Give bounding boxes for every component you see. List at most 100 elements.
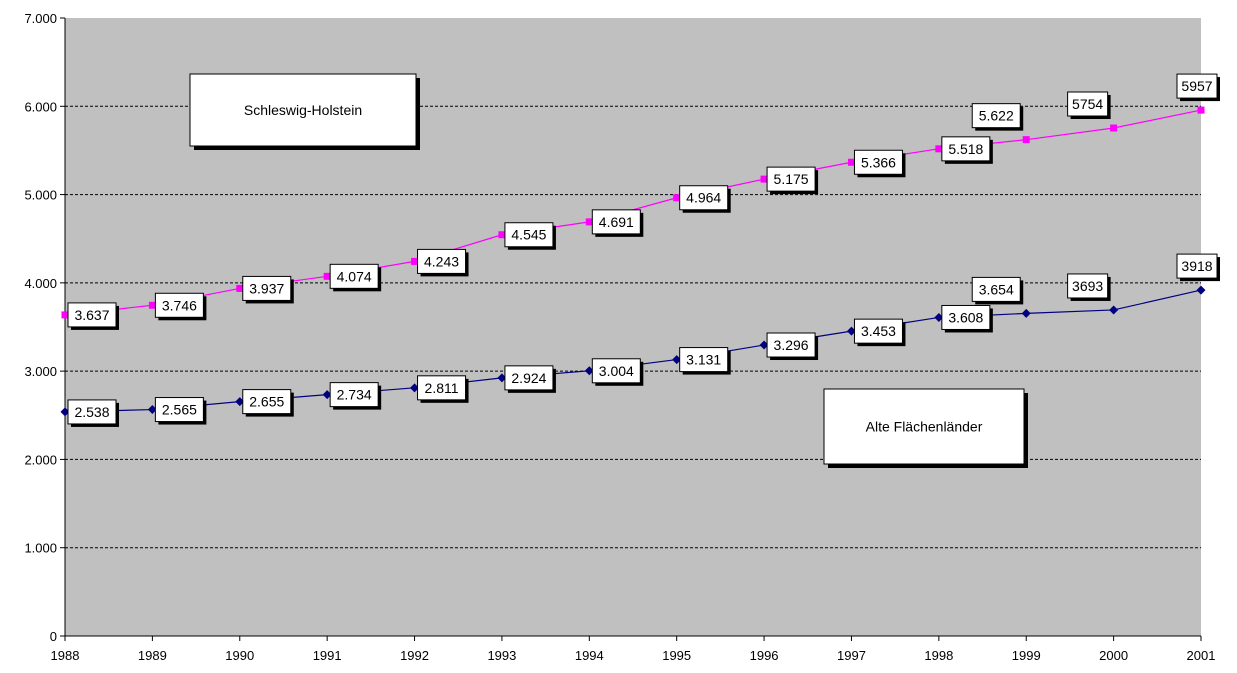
- data-label-series-1: 5957: [1176, 73, 1220, 102]
- series-1-point: [236, 284, 244, 292]
- series-1-point: [498, 231, 506, 239]
- data-label-series-2: 2.565: [154, 397, 207, 425]
- series-2-point: [322, 390, 332, 400]
- y-tick-label: 6.000: [24, 99, 57, 114]
- data-label-series-2: 2.538: [67, 399, 119, 427]
- data-label: 3918: [1181, 258, 1212, 274]
- data-label: 3.637: [74, 307, 109, 323]
- data-label-series-1: 5.518: [941, 136, 993, 164]
- series-2-point: [584, 366, 594, 376]
- data-label-box: [154, 292, 204, 318]
- series-name-label: Alte Flächenländer: [866, 419, 983, 435]
- data-label: 3.004: [599, 363, 634, 379]
- data-label: 3.608: [948, 309, 983, 325]
- data-label-series-2: 3918: [1176, 253, 1220, 282]
- series-2-point: [1109, 305, 1119, 315]
- y-tick-label: 2.000: [24, 452, 57, 467]
- x-tick-label: 1999: [1012, 648, 1041, 663]
- series-2-point: [934, 312, 944, 322]
- data-label-box: [853, 149, 903, 175]
- data-label: 5.366: [861, 154, 896, 170]
- data-label-box: [591, 209, 641, 235]
- data-label-box: [941, 304, 991, 330]
- series-name-box: [189, 73, 417, 147]
- data-label-series-1: 5.366: [853, 149, 906, 178]
- series-1-point: [61, 311, 69, 319]
- y-tick-label: 7.000: [24, 11, 57, 26]
- data-label-series-2: 2.655: [242, 389, 294, 417]
- series-1-point: [673, 194, 681, 202]
- data-label-box: [1067, 273, 1109, 299]
- series-1-point: [760, 175, 768, 183]
- data-label-box: [941, 136, 991, 162]
- data-label: 3.453: [861, 323, 896, 339]
- data-label-box: [67, 399, 117, 425]
- data-label-box: [766, 332, 816, 358]
- series-1-point: [585, 218, 593, 226]
- data-label-box: [679, 347, 729, 373]
- data-label: 2.924: [511, 370, 546, 386]
- data-label: 4.964: [686, 190, 721, 206]
- series-2-point: [235, 397, 245, 407]
- data-label: 5957: [1181, 78, 1212, 94]
- data-label-box: [1067, 91, 1109, 117]
- series-1-point: [935, 145, 943, 153]
- series-1-point: [1197, 106, 1205, 114]
- data-label-series-2: 2.811: [417, 375, 469, 403]
- data-label: 2.565: [162, 402, 197, 418]
- series-2-point: [60, 407, 70, 417]
- y-tick-label: 3.000: [24, 364, 57, 379]
- data-label-series-2: 3.296: [766, 332, 819, 361]
- x-tick-label: 1995: [662, 648, 691, 663]
- data-label: 4.545: [511, 227, 546, 243]
- data-label: 3.937: [249, 280, 284, 296]
- x-tick-label: 1990: [225, 648, 254, 663]
- data-label-box: [1176, 73, 1218, 99]
- data-label-box: [329, 382, 379, 408]
- data-label-box: [67, 302, 117, 328]
- series-1-point: [1022, 136, 1030, 144]
- data-label-box: [591, 358, 641, 384]
- series-name-schleswig-holstein: Schleswig-Holstein: [189, 73, 420, 150]
- x-tick-label: 2000: [1099, 648, 1128, 663]
- data-label-box: [417, 375, 467, 401]
- y-tick-label: 5.000: [24, 188, 57, 203]
- data-label-box: [971, 276, 1021, 302]
- x-tick-label: 2001: [1187, 648, 1216, 663]
- data-label-series-1: 3.637: [67, 302, 119, 330]
- data-label-box: [504, 365, 554, 391]
- data-label-series-2: 3.608: [941, 304, 993, 333]
- data-label-box: [679, 185, 729, 211]
- series-2-point: [1196, 285, 1206, 295]
- series-name-alte-flaechenlaender: Alte Flächenländer: [823, 388, 1028, 468]
- data-label: 4.074: [337, 268, 372, 284]
- x-tick-label: 1991: [313, 648, 342, 663]
- series-2-point: [846, 326, 856, 336]
- data-label: 3.654: [979, 281, 1014, 297]
- data-label: 3.296: [774, 337, 809, 353]
- data-label-series-1: 3.746: [154, 292, 207, 321]
- data-label-series-1: 4.691: [591, 209, 644, 237]
- data-label-series-1: 4.243: [417, 248, 469, 277]
- y-tick-label: 0: [50, 629, 57, 644]
- data-label: 2.811: [425, 380, 459, 396]
- data-label: 4.691: [599, 214, 634, 230]
- series-2-point: [147, 405, 157, 415]
- data-labels: 3.637 3.746 3.937 4.074 4.243 4.545 4.691 4.964…: [67, 73, 1220, 427]
- data-label-box: [504, 222, 554, 248]
- x-tick-label: 1996: [750, 648, 779, 663]
- data-label-box: [242, 389, 292, 415]
- data-label-series-1: 5.175: [766, 166, 819, 195]
- series-1-point: [847, 158, 855, 166]
- series-1-point: [411, 257, 419, 265]
- series-1-point: [148, 301, 156, 309]
- data-label: 5.518: [948, 141, 983, 157]
- x-tick-label: 1994: [575, 648, 604, 663]
- data-label-series-2: 3.004: [591, 358, 644, 386]
- x-tick-label: 1989: [138, 648, 167, 663]
- data-label-box: [154, 397, 204, 423]
- data-label: 5754: [1072, 96, 1103, 112]
- series-markers: [60, 106, 1206, 417]
- data-label: 2.734: [337, 387, 372, 403]
- data-label: 3.746: [162, 297, 197, 313]
